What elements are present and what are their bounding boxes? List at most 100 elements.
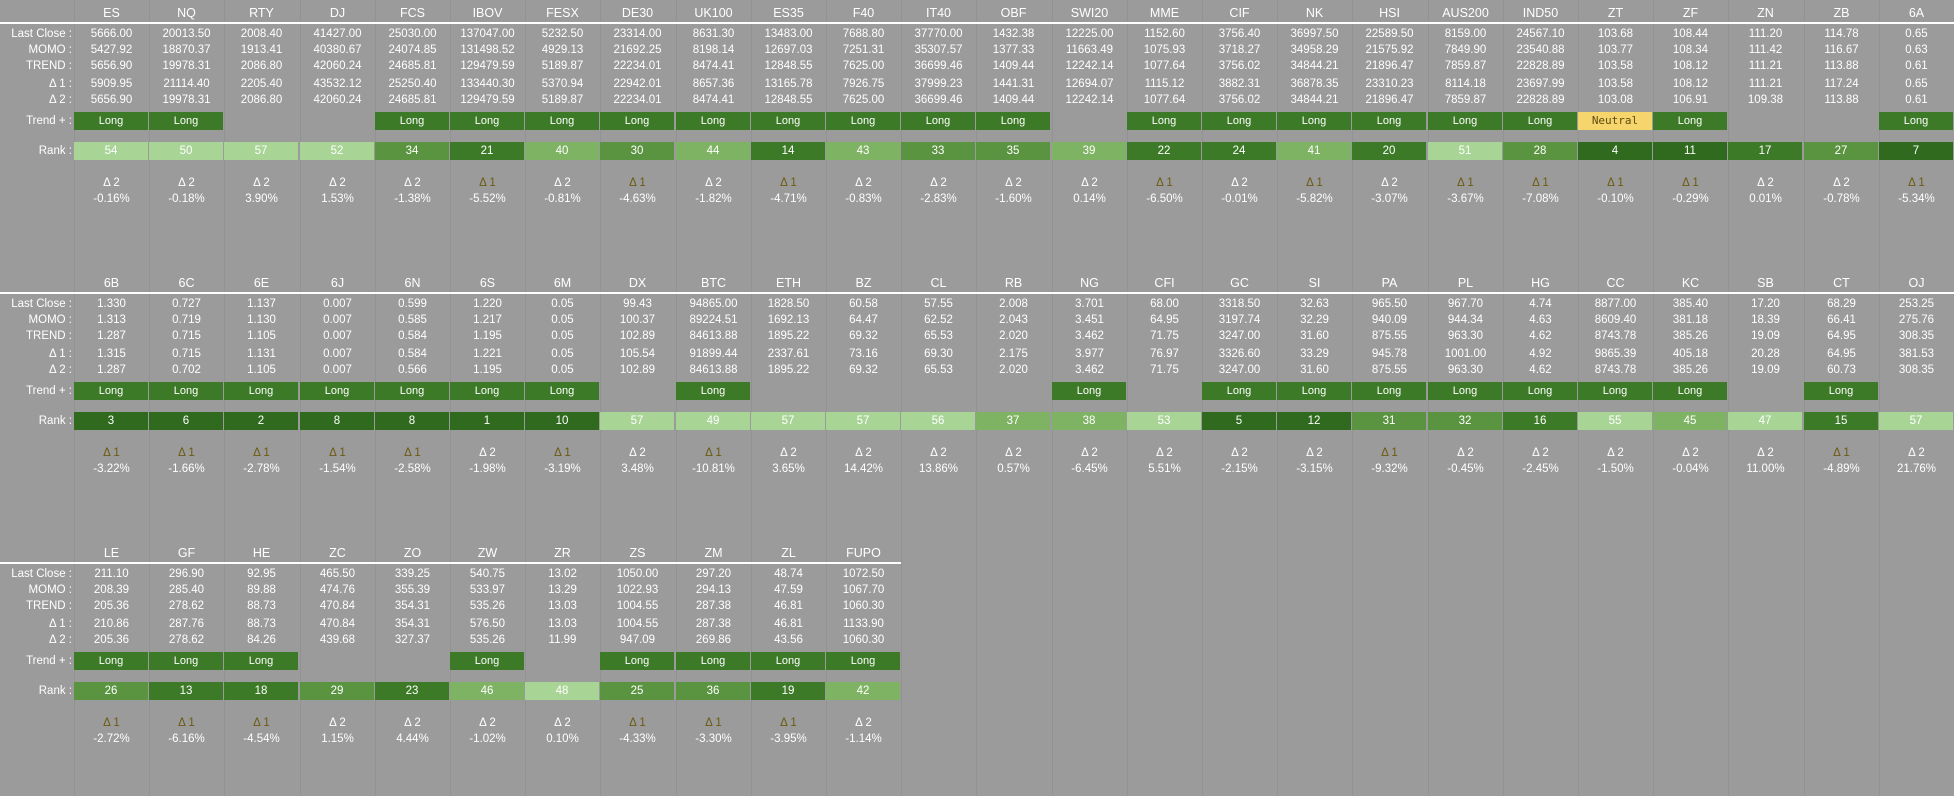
row-label-trend: TREND : xyxy=(26,60,72,72)
trend-value: 24685.81 xyxy=(388,60,437,72)
last-close-value: 1.137 xyxy=(247,298,276,310)
last-close-value: 967.70 xyxy=(1447,298,1484,310)
last-close-value: 108.44 xyxy=(1672,28,1709,40)
delta-percent: -6.45% xyxy=(1071,463,1108,475)
last-close-value: 32.63 xyxy=(1300,298,1329,310)
delta-reference-label: Δ 2 xyxy=(404,717,421,729)
symbol-header: SI xyxy=(1308,276,1321,290)
trend-value: 287.38 xyxy=(695,600,732,612)
delta-reference-label: Δ 2 xyxy=(705,177,722,189)
grid-line xyxy=(1728,0,1729,796)
momo-value: 89224.51 xyxy=(689,314,738,326)
delta1-value: 64.95 xyxy=(1827,348,1856,360)
delta-percent: -3.19% xyxy=(544,463,581,475)
symbol-header: FESX xyxy=(546,6,579,20)
last-close-value: 0.05 xyxy=(551,298,574,310)
last-close-value: 23314.00 xyxy=(613,28,662,40)
trend-value: 84613.88 xyxy=(689,330,738,342)
momo-value: 0.05 xyxy=(551,314,574,326)
momo-value: 940.09 xyxy=(1371,314,1408,326)
delta2-value: 4.62 xyxy=(1529,364,1552,376)
delta-reference-label: Δ 2 xyxy=(1231,447,1248,459)
delta1-value: 470.84 xyxy=(319,618,356,630)
delta-reference-label: Δ 2 xyxy=(1081,447,1098,459)
row-label-d1: Δ 1 : xyxy=(48,618,72,630)
delta1-value: 103.58 xyxy=(1597,78,1634,90)
delta-percent: 4.44% xyxy=(396,733,429,745)
delta2-value: 7859.87 xyxy=(1444,94,1487,106)
trend-long-badge: Long xyxy=(1653,382,1727,400)
symbol-header: ZB xyxy=(1833,6,1850,20)
delta-percent: -0.45% xyxy=(1447,463,1484,475)
last-close-value: 1.220 xyxy=(473,298,502,310)
last-close-value: 17.20 xyxy=(1751,298,1780,310)
momo-value: 18870.37 xyxy=(162,44,211,56)
delta-percent: -2.58% xyxy=(394,463,431,475)
delta-reference-label: Δ 2 xyxy=(1682,447,1699,459)
momo-value: 1377.33 xyxy=(992,44,1035,56)
delta1-value: 1004.55 xyxy=(616,618,659,630)
delta1-value: 91899.44 xyxy=(689,348,738,360)
momo-value: 0.007 xyxy=(323,314,352,326)
last-close-value: 1152.60 xyxy=(1144,28,1185,40)
momo-value: 8198.14 xyxy=(692,44,735,56)
delta-reference-label: Δ 2 xyxy=(1306,447,1323,459)
momo-value: 3718.27 xyxy=(1218,44,1261,56)
last-close-value: 339.25 xyxy=(394,568,431,580)
delta-reference-label: Δ 1 xyxy=(780,717,797,729)
last-close-value: 4.74 xyxy=(1529,298,1552,310)
delta-percent: -3.22% xyxy=(93,463,130,475)
delta1-value: 1115.12 xyxy=(1144,78,1185,90)
delta-reference-label: Δ 1 xyxy=(253,717,270,729)
rank-cell: 6 xyxy=(149,412,223,430)
delta2-value: 1060.30 xyxy=(842,634,885,646)
symbol-header: ZW xyxy=(477,546,498,560)
momo-value: 108.34 xyxy=(1672,44,1709,56)
rank-cell: 41 xyxy=(1277,142,1351,160)
trend-value: 205.36 xyxy=(93,600,130,612)
rank-cell: 31 xyxy=(1352,412,1426,430)
row-label-rank: Rank : xyxy=(38,415,72,427)
rank-cell: 7 xyxy=(1879,142,1953,160)
symbol-header: DJ xyxy=(329,6,346,20)
last-close-value: 3.701 xyxy=(1075,298,1104,310)
last-close-value: 25030.00 xyxy=(388,28,437,40)
momo-value: 116.67 xyxy=(1824,44,1859,56)
delta2-value: 113.88 xyxy=(1824,94,1859,106)
momo-value: 66.41 xyxy=(1827,314,1856,326)
trend-value: 1077.64 xyxy=(1143,60,1186,72)
last-close-value: 24567.10 xyxy=(1516,28,1565,40)
delta-reference-label: Δ 1 xyxy=(1833,447,1850,459)
delta-reference-label: Δ 2 xyxy=(1908,447,1925,459)
trend-long-badge: Long xyxy=(300,382,374,400)
trend-long-badge: Long xyxy=(74,652,148,670)
delta2-value: 11.99 xyxy=(548,634,577,646)
row-label-last-close: Last Close : xyxy=(11,568,72,580)
delta-percent: -2.78% xyxy=(243,463,280,475)
last-close-value: 99.43 xyxy=(623,298,652,310)
last-close-value: 137047.00 xyxy=(460,28,515,40)
symbol-header: FCS xyxy=(400,6,425,20)
rank-cell: 44 xyxy=(676,142,750,160)
momo-value: 64.47 xyxy=(849,314,878,326)
symbol-header: BZ xyxy=(855,276,872,290)
last-close-value: 465.50 xyxy=(319,568,356,580)
trend-value: 470.84 xyxy=(319,600,356,612)
momo-value: 32.29 xyxy=(1300,314,1329,326)
rank-cell: 39 xyxy=(1052,142,1126,160)
rank-cell: 42 xyxy=(826,682,900,700)
delta1-value: 405.18 xyxy=(1672,348,1709,360)
rank-cell: 30 xyxy=(600,142,674,160)
delta-reference-label: Δ 2 xyxy=(103,177,120,189)
delta-reference-label: Δ 1 xyxy=(1156,177,1173,189)
delta1-value: 1.315 xyxy=(97,348,126,360)
delta2-value: 103.08 xyxy=(1597,94,1634,106)
delta-reference-label: Δ 2 xyxy=(855,447,872,459)
trend-value: 102.89 xyxy=(619,330,656,342)
delta-reference-label: Δ 1 xyxy=(1682,177,1699,189)
last-close-value: 20013.50 xyxy=(162,28,211,40)
delta2-value: 109.38 xyxy=(1747,94,1784,106)
last-close-value: 48.74 xyxy=(774,568,803,580)
last-close-value: 68.00 xyxy=(1150,298,1179,310)
delta2-value: 8743.78 xyxy=(1594,364,1637,376)
